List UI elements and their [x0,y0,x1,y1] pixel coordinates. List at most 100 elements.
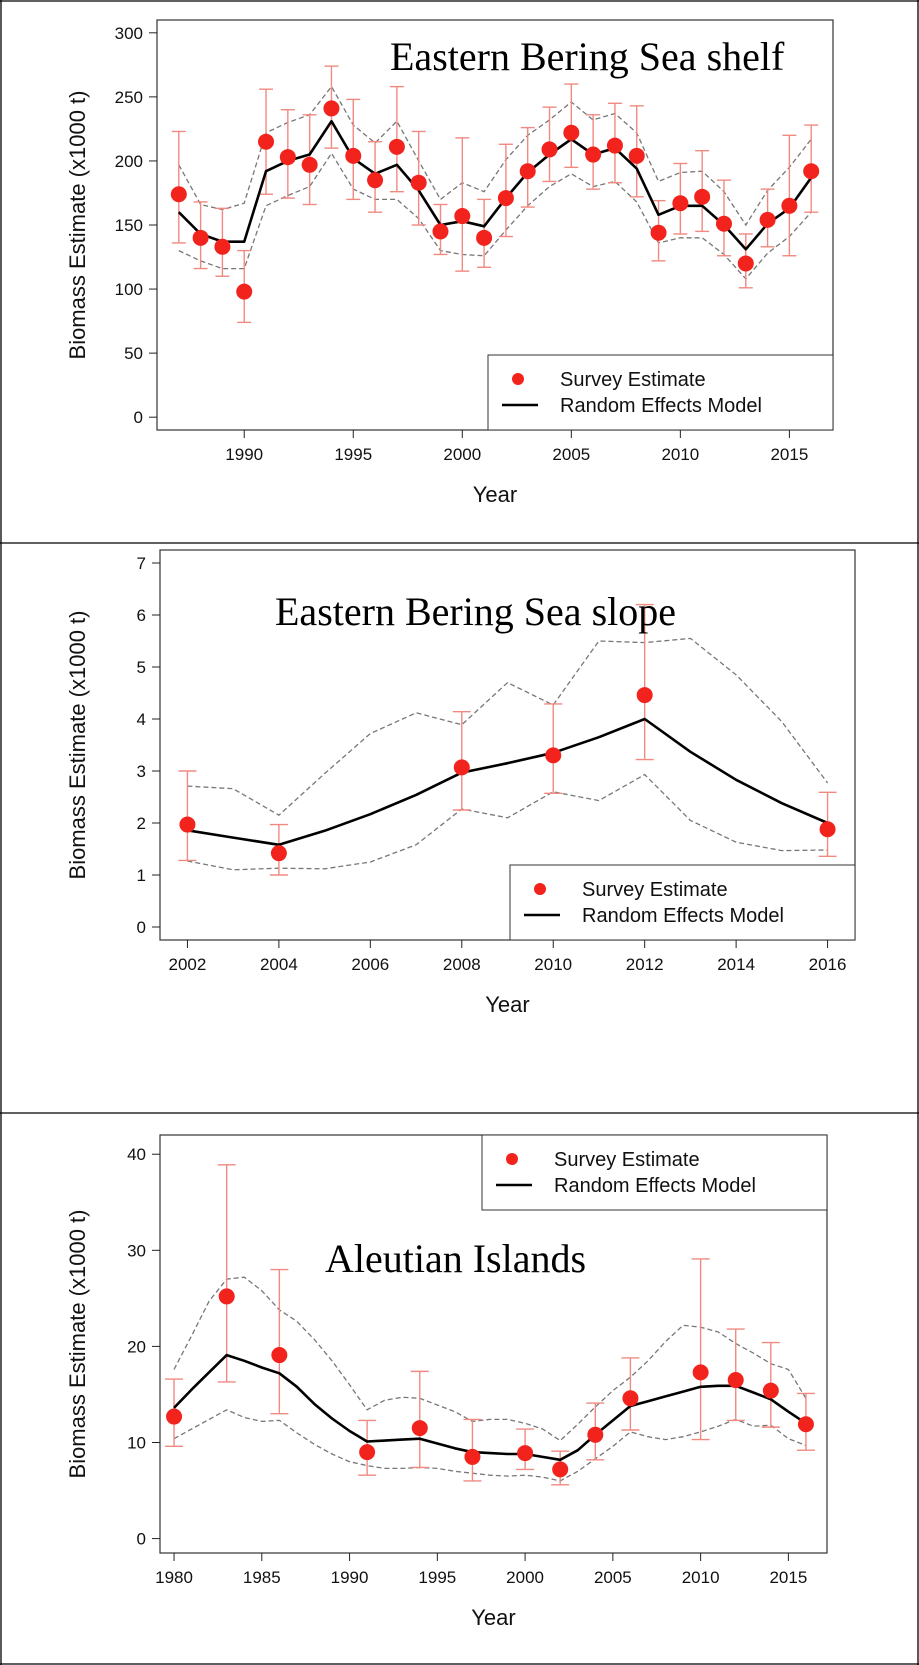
y-axis-label: Biomass Estimate (x1000 t) [65,91,90,360]
model-lower-ci-line [187,773,828,871]
y-tick-label: 5 [137,658,146,677]
model-upper-ci-line [173,1276,807,1442]
survey-estimate-point [715,215,732,232]
survey-estimate-point [628,147,645,164]
survey-estimate-point [650,224,667,241]
x-tick-label: 1990 [331,1568,369,1587]
survey-estimate-point [279,149,296,166]
chart-panel-eastern-bering-sea-shelf: 0 50 100 150 200 250 300 1990 1995 2000 2005 2010 20… [65,19,834,507]
x-tick-label: 1990 [225,445,263,464]
x-tick-label: 2008 [443,955,481,974]
survey-estimate-point [606,137,623,154]
random-effects-model-line [187,717,829,847]
survey-estimate-point [270,845,287,862]
legend-box [487,354,834,431]
y-tick-label: 0 [137,918,146,937]
y-tick-label: 250 [115,88,143,107]
legend-model-label: Random Effects Model [554,1175,756,1197]
survey-estimate-point [497,190,514,207]
survey-estimate-point [410,174,427,191]
chart-title: Eastern Bering Sea slope [275,589,676,634]
y-tick-label: 100 [115,280,143,299]
y-axis-label: Biomass Estimate (x1000 t) [65,611,90,880]
x-tick-label: 2005 [552,445,590,464]
survey-estimate-point [762,1382,779,1399]
survey-estimate-point [803,163,820,180]
plot-area [159,549,856,941]
survey-estimate-point [672,195,689,212]
legend-survey-label: Survey Estimate [560,369,706,391]
x-tick-label: 2004 [260,955,298,974]
x-tick-label: 1985 [243,1568,281,1587]
chart-title: Eastern Bering Sea shelf [390,34,785,79]
y-tick-label: 40 [127,1145,146,1164]
survey-estimate-point [727,1372,744,1389]
x-tick-label: 2006 [351,955,389,974]
legend: Survey Estimate Random Effects Model [481,1134,828,1211]
survey-estimate-point [301,156,318,173]
survey-error-bar [782,134,797,257]
survey-estimate-point [476,229,493,246]
survey-estimate-point [411,1420,428,1437]
y-tick-label: 30 [127,1241,146,1260]
survey-estimate-point [587,1426,604,1443]
survey-estimate-point [271,1347,288,1364]
survey-estimate-point [453,759,470,776]
legend-survey-label: Survey Estimate [554,1149,700,1171]
legend-survey-marker [512,373,524,385]
survey-estimate-point [585,146,602,163]
chart-title: Aleutian Islands [325,1236,586,1281]
survey-estimate-point [179,816,196,833]
x-tick-label: 2015 [770,445,808,464]
survey-estimate-point [388,138,405,155]
survey-estimate-point [359,1444,376,1461]
y-tick-label: 6 [137,606,146,625]
x-tick-label: 2000 [443,445,481,464]
y-tick-label: 50 [124,344,143,363]
survey-estimate-point [692,1364,709,1381]
survey-estimate-point [236,283,253,300]
survey-estimate-point [454,208,471,225]
survey-estimate-point [622,1390,639,1407]
y-tick-label: 150 [115,216,143,235]
survey-estimate-point [432,223,449,240]
legend: Survey Estimate Random Effects Model [487,354,834,431]
x-tick-label: 2015 [769,1568,807,1587]
x-tick-label: 2016 [809,955,847,974]
y-tick-label: 1 [137,866,146,885]
x-axis-label: Year [473,482,517,507]
y-tick-label: 7 [137,554,146,573]
x-tick-label: 2010 [534,955,572,974]
chart-panel-eastern-bering-sea-slope: 0 1 2 3 4 5 6 7 2002 2004 2006 2008 2010 2012 2014 2016… [65,549,856,1017]
survey-estimate-point [517,1445,534,1462]
y-tick-label: 200 [115,152,143,171]
survey-estimate-point [541,141,558,158]
survey-estimate-point [218,1288,235,1305]
survey-estimate-point [694,188,711,205]
x-tick-label: 1980 [155,1568,193,1587]
x-tick-label: 2005 [594,1568,632,1587]
survey-error-bar [691,1258,710,1441]
legend-box [481,1134,828,1211]
survey-estimate-point [563,124,580,141]
model-upper-ci-line [187,637,829,817]
survey-estimate-point [737,255,754,272]
legend-box [509,864,856,941]
survey-estimate-point [166,1408,183,1425]
x-tick-label: 2010 [682,1568,720,1587]
survey-error-bar [178,770,197,862]
survey-estimate-point [192,229,209,246]
y-tick-label: 10 [127,1433,146,1452]
legend-survey-label: Survey Estimate [582,879,728,901]
x-tick-label: 2000 [506,1568,544,1587]
x-tick-label: 2014 [717,955,755,974]
survey-estimate-point [781,197,798,214]
survey-estimate-point [258,133,275,150]
survey-estimate-point [345,147,362,164]
x-axis-label: Year [485,992,529,1017]
survey-error-bar [635,603,654,761]
survey-error-bar [455,137,470,272]
random-effects-model-line [173,1353,807,1462]
